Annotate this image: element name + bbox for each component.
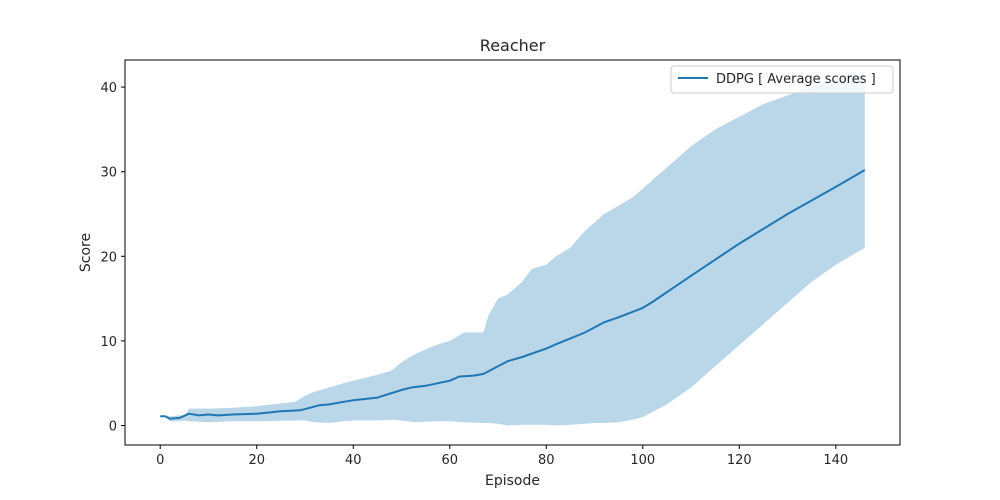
y-tick-label: 10 <box>100 335 117 350</box>
x-tick-label: 60 <box>441 453 458 468</box>
y-axis-title: Score <box>78 233 94 272</box>
x-tick-label: 80 <box>538 453 555 468</box>
legend-box <box>670 65 894 94</box>
x-tick-label: 40 <box>345 453 362 468</box>
x-tick-label: 140 <box>823 453 848 468</box>
x-tick-label: 120 <box>727 453 752 468</box>
x-axis-title: Episode <box>485 473 540 489</box>
y-tick-label: 40 <box>100 81 117 96</box>
legend-label: DDPG [ Average scores ] <box>716 72 876 87</box>
plot-frame <box>124 59 901 446</box>
average-score-line <box>160 169 866 420</box>
legend: DDPG [ Average scores ] <box>670 65 894 94</box>
x-tick-label: 0 <box>156 453 164 468</box>
score-spread-band <box>160 74 865 426</box>
y-tick-label: 0 <box>109 420 117 435</box>
y-tick-label: 20 <box>100 250 117 265</box>
y-tick-label: 30 <box>100 166 117 181</box>
x-tick-label: 100 <box>630 453 655 468</box>
x-tick-label: 20 <box>248 453 265 468</box>
chart-title: Reacher <box>480 36 546 55</box>
